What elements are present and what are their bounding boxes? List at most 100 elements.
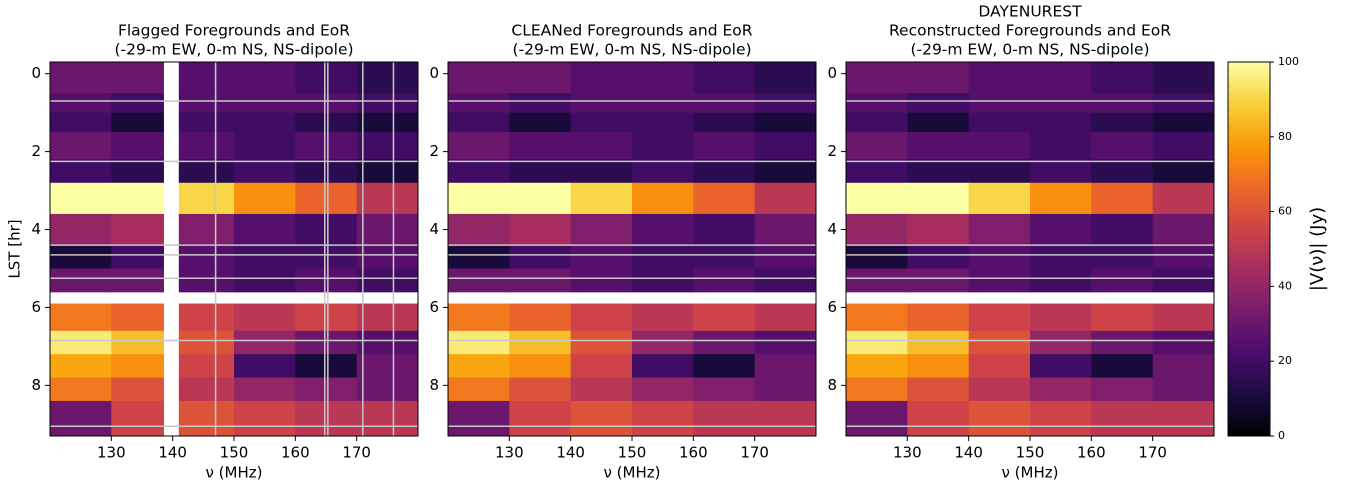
heatmap-cell xyxy=(570,182,633,215)
heatmap-cell xyxy=(968,132,1031,160)
heatmap-cell xyxy=(1152,182,1215,215)
heatmap-cell xyxy=(968,303,1031,332)
heatmap-cell xyxy=(632,213,694,246)
heatmap-cell xyxy=(234,377,296,402)
heatmap-cell xyxy=(509,132,572,160)
heatmap-cell xyxy=(234,245,296,269)
heatmap-cell xyxy=(907,330,970,355)
y-tick-label: 6 xyxy=(827,298,837,316)
heatmap-cell xyxy=(111,182,164,215)
y-tick-label: 4 xyxy=(31,220,41,238)
x-tick-label: 150 xyxy=(618,444,647,462)
heatmap-cell xyxy=(50,93,112,114)
heatmap-cell xyxy=(846,62,908,94)
heatmap-cell xyxy=(50,330,112,355)
heatmap-cell xyxy=(1030,400,1092,437)
heatmap-cell xyxy=(448,330,510,355)
heatmap-cell xyxy=(178,182,235,215)
heatmap-cell xyxy=(632,62,694,94)
heatmap-cell xyxy=(111,112,164,133)
heatmap-cell xyxy=(754,245,817,269)
heatmap-cell xyxy=(907,400,970,437)
heatmap-cell xyxy=(907,354,970,379)
heatmap-cell xyxy=(178,159,235,184)
heatmap-cell xyxy=(968,62,1031,94)
y-tick-label: 2 xyxy=(429,142,439,160)
heatmap-cell xyxy=(693,112,756,133)
heatmap-cell xyxy=(509,182,572,215)
x-tick-label: 150 xyxy=(1016,444,1045,462)
heatmap-cell xyxy=(1030,159,1092,184)
panel: 130 140 150 160 170 0 2 4 6 8 ν (MHz) LST [hr] Flagg… xyxy=(6,22,419,482)
heatmap-cell xyxy=(234,268,296,293)
colorbar-tick-label: 20 xyxy=(1278,354,1292,367)
chart-title: (-29-m EW, 0-m NS, NS-dipole) xyxy=(512,41,751,59)
heatmap-cell xyxy=(111,303,164,332)
heatmap-cell xyxy=(632,268,694,293)
heatmap-cell xyxy=(448,400,510,437)
heatmap-cell xyxy=(509,213,572,246)
y-tick-label: 0 xyxy=(827,64,837,82)
heatmap-cell xyxy=(968,93,1031,114)
heatmap-cell xyxy=(356,245,419,269)
heatmap-cell xyxy=(295,132,358,160)
heatmap-cell xyxy=(1152,303,1215,332)
heatmap-cell xyxy=(509,112,572,133)
heatmap-cell xyxy=(178,132,235,160)
heatmap-cell xyxy=(234,400,296,437)
colorbar-tick-label: 80 xyxy=(1278,130,1292,143)
heatmap-cell xyxy=(693,354,756,379)
heatmap-cell xyxy=(50,245,112,269)
heatmap-cell xyxy=(968,354,1031,379)
x-tick-label: 130 xyxy=(495,444,524,462)
heatmap-cell xyxy=(178,93,235,114)
heatmap-cell xyxy=(846,330,908,355)
heatmap-cell xyxy=(754,132,817,160)
x-tick-label: 140 xyxy=(954,444,983,462)
x-tick-label: 140 xyxy=(158,444,187,462)
colorbar xyxy=(1227,61,1271,437)
heatmap-cell xyxy=(448,132,510,160)
y-axis-label: LST [hr] xyxy=(6,219,24,278)
heatmap-cell xyxy=(295,62,358,94)
heatmap-cell xyxy=(754,62,817,94)
heatmap-cell xyxy=(448,93,510,114)
heatmap-cell xyxy=(1091,213,1154,246)
heatmap-cell xyxy=(111,268,164,293)
heatmap-cell xyxy=(1091,354,1154,379)
heatmap-cell xyxy=(111,62,164,94)
heatmap-cell xyxy=(632,303,694,332)
y-tick-label: 8 xyxy=(429,376,439,394)
x-tick-label: 140 xyxy=(556,444,585,462)
heatmap-cell xyxy=(846,159,908,184)
heatmap-cell xyxy=(846,268,908,293)
heatmap-cell xyxy=(1030,213,1092,246)
heatmap-cell xyxy=(295,303,358,332)
x-tick-label: 170 xyxy=(740,444,769,462)
heatmap-cell xyxy=(295,268,358,293)
heatmap-cell xyxy=(570,62,633,94)
heatmap-cell xyxy=(295,93,358,114)
y-tick-label: 8 xyxy=(827,376,837,394)
heatmap-cell xyxy=(50,400,112,437)
heatmap-cell xyxy=(968,213,1031,246)
heatmap-cell xyxy=(295,400,358,437)
x-tick-label: 170 xyxy=(342,444,371,462)
heatmap-cell xyxy=(1030,268,1092,293)
heatmap-cell xyxy=(968,400,1031,437)
heatmap-cell xyxy=(570,132,633,160)
heatmap-cell xyxy=(1152,62,1215,94)
heatmap-cell xyxy=(356,400,419,437)
heatmap-cell xyxy=(907,112,970,133)
colorbar-tick-label: 0 xyxy=(1278,429,1285,442)
heatmap-cell xyxy=(356,303,419,332)
heatmap-cell xyxy=(111,132,164,160)
chart-title: CLEANed Foregrounds and EoR xyxy=(511,22,752,40)
heatmap-cell xyxy=(356,159,419,184)
x-tick-label: 160 xyxy=(281,444,310,462)
heatmap-cell xyxy=(570,354,633,379)
heatmap-cell xyxy=(754,159,817,184)
heatmap-cell xyxy=(234,303,296,332)
heatmap-cell xyxy=(570,245,633,269)
